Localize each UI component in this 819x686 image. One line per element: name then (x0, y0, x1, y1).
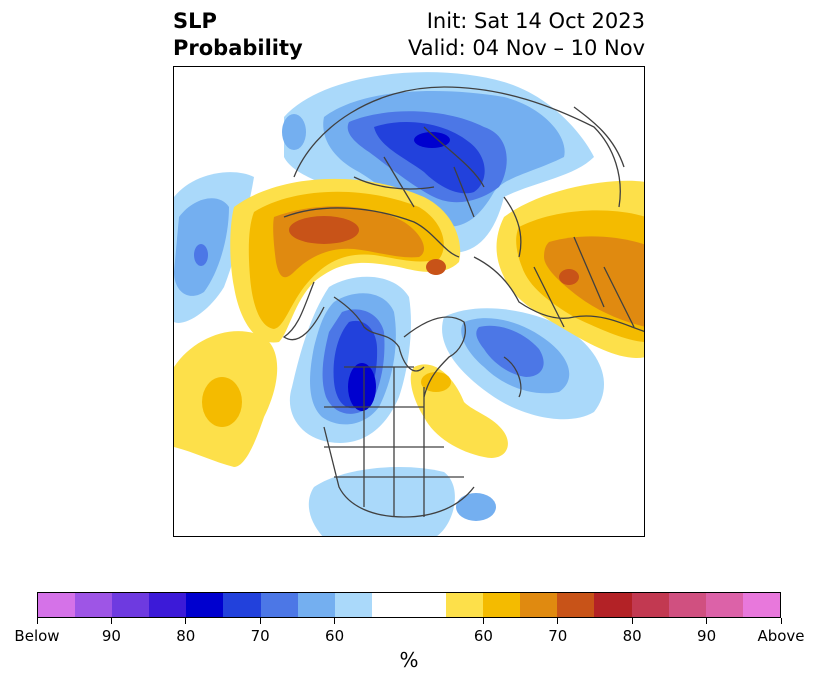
colorbar-tick (780, 618, 782, 624)
colorbar-tick (259, 618, 261, 624)
valid-range: Valid: 04 Nov – 10 Nov (408, 36, 645, 60)
colorbar-tick-label: 70 (548, 627, 568, 645)
forecast-dates: Init: Sat 14 Oct 2023 Valid: 04 Nov – 10… (408, 8, 645, 62)
colorbar-segment (705, 593, 743, 617)
colorbar-tick-label: 60 (325, 627, 345, 645)
colorbar-segment (297, 593, 335, 617)
above-anomaly-regions (174, 178, 644, 467)
colorbar-segment (75, 593, 113, 617)
title-line-2: Probability (173, 36, 303, 60)
colorbar-tick (482, 618, 484, 624)
colorbar-tick-label: Above (757, 627, 805, 645)
chart-title: SLP Probability (173, 8, 303, 62)
colorbar-tick-label: 80 (176, 627, 196, 645)
colorbar-segment (742, 593, 780, 617)
colorbar-tick-label: 70 (250, 627, 270, 645)
above-region-labrador-core (421, 372, 451, 392)
below-anomaly-regions (174, 72, 604, 536)
probability-map (173, 66, 645, 537)
colorbar-segment (483, 593, 521, 617)
below-region-namerica-max (348, 363, 376, 411)
below-region-us-south (308, 467, 455, 536)
colorbar-segment (260, 593, 298, 617)
below-region-pacific-core (194, 244, 208, 266)
colorbar-tick (557, 618, 559, 624)
colorbar-tick (334, 618, 336, 624)
colorbar (37, 592, 781, 618)
colorbar-tick-label: Below (14, 627, 60, 645)
colorbar-segment (631, 593, 669, 617)
below-region-east-coast (456, 493, 496, 521)
colorbar-segment (38, 593, 76, 617)
colorbar-tick-label: 60 (473, 627, 493, 645)
above-region-europe-deep (559, 269, 579, 285)
below-region-atlantic-core (476, 325, 544, 377)
colorbar-segment (408, 593, 447, 617)
above-region-siberia-deep (289, 216, 359, 244)
colorbar-segment (112, 593, 150, 617)
colorbar-segment (223, 593, 261, 617)
colorbar-segment (520, 593, 558, 617)
colorbar-tick (706, 618, 708, 624)
above-region-siberia-east (426, 259, 446, 275)
colorbar-segment (594, 593, 632, 617)
above-region-pacific-sw-core (202, 377, 242, 427)
colorbar-tick-label: 80 (622, 627, 642, 645)
below-region-small-top (282, 114, 306, 150)
colorbar-tick-label: 90 (697, 627, 717, 645)
colorbar-segment (334, 593, 372, 617)
colorbar-tick (631, 618, 633, 624)
colorbar-segment (186, 593, 224, 617)
init-date: Init: Sat 14 Oct 2023 (426, 9, 645, 33)
colorbar-unit-label: % (399, 648, 419, 672)
colorbar-tick (185, 618, 187, 624)
colorbar-segment (557, 593, 595, 617)
colorbar-segment (149, 593, 187, 617)
colorbar-segment (371, 593, 409, 617)
colorbar-segment (446, 593, 484, 617)
coastlines (282, 86, 644, 518)
colorbar-tick (36, 618, 38, 624)
below-region-eurasia-max (414, 132, 450, 148)
colorbar-tick (110, 618, 112, 624)
title-line-1: SLP (173, 9, 217, 33)
colorbar-segment (668, 593, 706, 617)
above-region-europe-core (544, 236, 644, 327)
map-svg (174, 72, 644, 536)
colorbar-tick-label: 90 (101, 627, 121, 645)
